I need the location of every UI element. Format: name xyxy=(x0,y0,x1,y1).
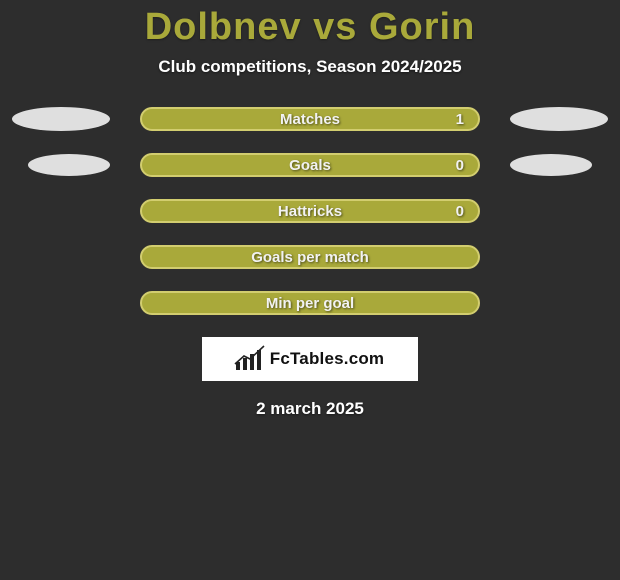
page-root: Dolbnev vs Gorin Club competitions, Seas… xyxy=(0,0,620,580)
stat-label: Matches xyxy=(280,111,340,128)
left-marker-icon xyxy=(28,154,110,176)
stat-row: Hattricks 0 xyxy=(0,199,620,223)
page-title: Dolbnev vs Gorin xyxy=(145,6,476,49)
stat-row: Matches 1 xyxy=(0,107,620,131)
stat-row: Goals 0 xyxy=(0,153,620,177)
date-label: 2 march 2025 xyxy=(256,399,364,419)
bar-chart-icon xyxy=(236,348,264,370)
stat-label: Min per goal xyxy=(266,295,354,312)
fctables-logo: FcTables.com xyxy=(202,337,418,381)
stat-label: Goals per match xyxy=(251,249,369,266)
right-marker-icon xyxy=(510,107,608,131)
stat-label: Hattricks xyxy=(278,203,342,220)
stat-bars-area: Matches 1 Goals 0 Hattricks 0 Goals per match M… xyxy=(0,107,620,315)
stat-bar: Hattricks 0 xyxy=(140,199,480,223)
stat-bar: Matches 1 xyxy=(140,107,480,131)
stat-row: Min per goal xyxy=(0,291,620,315)
left-marker-icon xyxy=(12,107,110,131)
stat-value: 0 xyxy=(456,203,464,220)
right-marker-icon xyxy=(510,154,592,176)
stat-row: Goals per match xyxy=(0,245,620,269)
stat-bar: Min per goal xyxy=(140,291,480,315)
page-subtitle: Club competitions, Season 2024/2025 xyxy=(158,57,461,77)
logo-text: FcTables.com xyxy=(270,349,385,369)
stat-label: Goals xyxy=(289,157,331,174)
stat-value: 1 xyxy=(456,111,464,128)
stat-bar: Goals 0 xyxy=(140,153,480,177)
stat-bar: Goals per match xyxy=(140,245,480,269)
stat-value: 0 xyxy=(456,157,464,174)
